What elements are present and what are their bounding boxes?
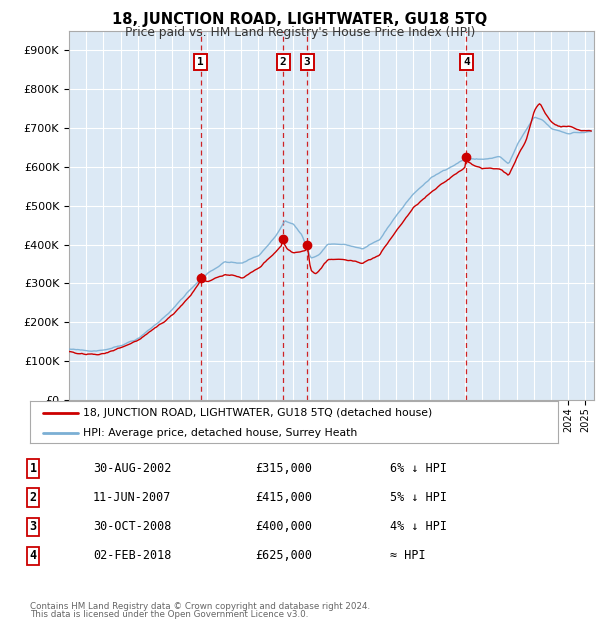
Text: 1: 1 — [29, 462, 37, 475]
Text: ≈ HPI: ≈ HPI — [390, 549, 425, 562]
Text: £315,000: £315,000 — [255, 462, 312, 475]
Text: 02-FEB-2018: 02-FEB-2018 — [93, 549, 172, 562]
Text: Contains HM Land Registry data © Crown copyright and database right 2024.: Contains HM Land Registry data © Crown c… — [30, 601, 370, 611]
Text: 6% ↓ HPI: 6% ↓ HPI — [390, 462, 447, 475]
Text: 2: 2 — [29, 491, 37, 504]
Text: 30-OCT-2008: 30-OCT-2008 — [93, 520, 172, 533]
Text: 30-AUG-2002: 30-AUG-2002 — [93, 462, 172, 475]
Text: Price paid vs. HM Land Registry's House Price Index (HPI): Price paid vs. HM Land Registry's House … — [125, 26, 475, 39]
Text: 18, JUNCTION ROAD, LIGHTWATER, GU18 5TQ: 18, JUNCTION ROAD, LIGHTWATER, GU18 5TQ — [112, 12, 488, 27]
Text: 4: 4 — [29, 549, 37, 562]
Text: 1: 1 — [197, 57, 204, 67]
Text: £625,000: £625,000 — [255, 549, 312, 562]
Text: £415,000: £415,000 — [255, 491, 312, 504]
Text: 4: 4 — [463, 57, 470, 67]
Text: £400,000: £400,000 — [255, 520, 312, 533]
Text: 2: 2 — [280, 57, 287, 67]
Text: HPI: Average price, detached house, Surrey Heath: HPI: Average price, detached house, Surr… — [83, 428, 357, 438]
Text: 11-JUN-2007: 11-JUN-2007 — [93, 491, 172, 504]
Text: This data is licensed under the Open Government Licence v3.0.: This data is licensed under the Open Gov… — [30, 609, 308, 619]
Text: 3: 3 — [29, 520, 37, 533]
Text: 5% ↓ HPI: 5% ↓ HPI — [390, 491, 447, 504]
Text: 3: 3 — [304, 57, 310, 67]
Text: 18, JUNCTION ROAD, LIGHTWATER, GU18 5TQ (detached house): 18, JUNCTION ROAD, LIGHTWATER, GU18 5TQ … — [83, 407, 432, 417]
Text: 4% ↓ HPI: 4% ↓ HPI — [390, 520, 447, 533]
